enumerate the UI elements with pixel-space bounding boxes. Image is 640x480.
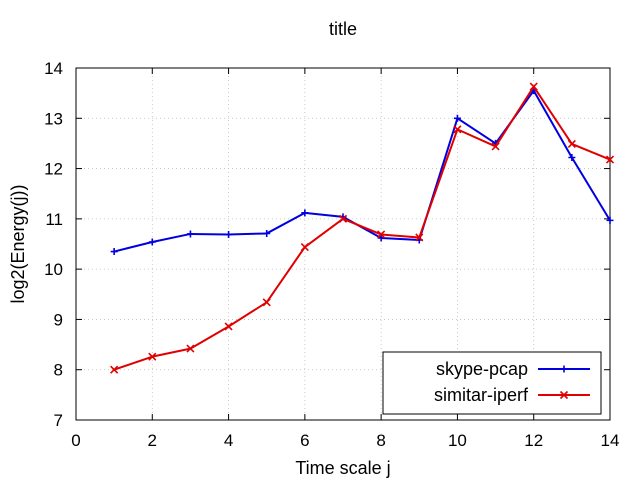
data-point bbox=[148, 238, 156, 246]
data-point bbox=[301, 209, 309, 217]
y-tick-label: 14 bbox=[44, 59, 63, 78]
data-point bbox=[453, 125, 462, 134]
y-tick-label: 12 bbox=[44, 160, 63, 179]
series-simitar-iperf bbox=[110, 82, 615, 374]
data-point bbox=[186, 230, 194, 238]
series-line bbox=[113, 85, 611, 371]
legend: skype-pcap simitar-iperf bbox=[382, 351, 602, 415]
data-point bbox=[567, 139, 576, 148]
legend-label-skype-pcap: skype-pcap bbox=[436, 359, 528, 379]
data-point bbox=[377, 230, 386, 239]
x-tick-label: 6 bbox=[300, 431, 309, 450]
y-tick-label: 8 bbox=[54, 361, 63, 380]
data-point bbox=[605, 155, 615, 164]
legend-swatch-skype-pcap bbox=[538, 365, 590, 373]
data-point bbox=[263, 229, 271, 237]
legend-box bbox=[382, 351, 602, 415]
data-point bbox=[148, 352, 157, 361]
y-tick-label: 11 bbox=[45, 210, 63, 229]
data-point bbox=[225, 230, 233, 238]
legend-swatch-simitar-iperf bbox=[538, 390, 590, 400]
data-point bbox=[568, 154, 576, 162]
legend-label-simitar-iperf: simitar-iperf bbox=[434, 385, 529, 405]
series-skype-pcap bbox=[110, 87, 614, 256]
legend-marker bbox=[560, 365, 568, 373]
data-point bbox=[300, 242, 309, 252]
x-tick-labels: 0 2 4 6 8 10 12 14 bbox=[71, 431, 619, 450]
data-point bbox=[110, 248, 118, 256]
data-point bbox=[338, 214, 348, 223]
plot-frame bbox=[75, 67, 611, 421]
y-tick-labels: 7 8 9 10 11 12 13 14 bbox=[44, 59, 63, 430]
y-tick-label: 10 bbox=[44, 260, 63, 279]
data-point bbox=[110, 365, 119, 374]
data-point bbox=[415, 233, 424, 242]
x-tick-label: 14 bbox=[601, 431, 620, 450]
x-tick-label: 2 bbox=[148, 431, 157, 450]
x-tick-label: 8 bbox=[376, 431, 385, 450]
y-axis-title: log2(Energy(j)) bbox=[8, 184, 28, 303]
legend-marker bbox=[559, 390, 569, 400]
data-point bbox=[262, 298, 271, 307]
chart-title: title bbox=[329, 19, 357, 39]
y-tick-label: 7 bbox=[54, 411, 63, 430]
y-tick-label: 9 bbox=[54, 310, 63, 329]
x-axis-title: Time scale j bbox=[295, 458, 390, 478]
data-point bbox=[224, 322, 233, 331]
x-tick-label: 4 bbox=[224, 431, 233, 450]
data-point bbox=[377, 234, 385, 242]
data-point bbox=[606, 216, 614, 224]
y-tick-label: 13 bbox=[44, 109, 63, 128]
x-tick-label: 12 bbox=[524, 431, 543, 450]
data-point bbox=[491, 142, 500, 151]
x-tick-label: 0 bbox=[71, 431, 80, 450]
data-point bbox=[186, 344, 195, 353]
data-point bbox=[529, 82, 538, 91]
series-layer bbox=[110, 82, 615, 374]
x-tick-label: 10 bbox=[448, 431, 467, 450]
data-point bbox=[453, 114, 461, 122]
